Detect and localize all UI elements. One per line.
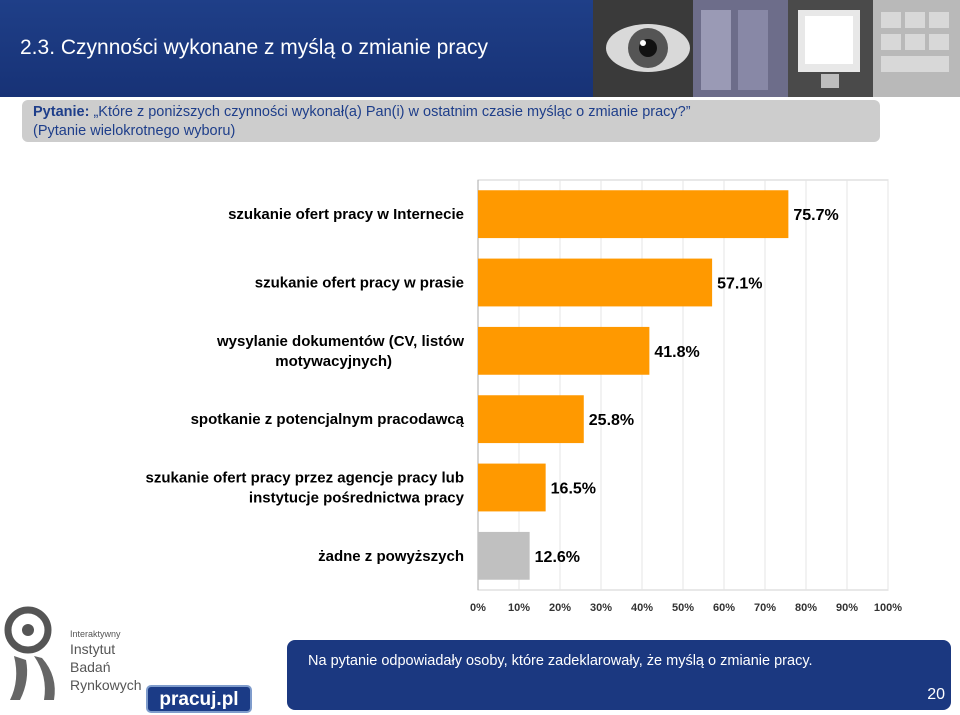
- iib-line-3: Rynkowych: [70, 677, 142, 693]
- bar: [478, 190, 789, 239]
- x-tick-label: 60%: [713, 602, 735, 614]
- iib-wordmark: Interaktywny Instytut Badań Rynkowych: [70, 628, 142, 694]
- x-tick-label: 20%: [549, 602, 571, 614]
- category-label-line: instytucje pośrednictwa pracy: [249, 490, 465, 507]
- category-label-line: wysylanie dokumentów (CV, listów: [216, 333, 464, 350]
- x-tick-label: 30%: [590, 602, 612, 614]
- question-label: Pytanie:: [33, 104, 90, 120]
- x-tick-label: 70%: [754, 602, 776, 614]
- header-bar: 2.3. Czynności wykonane z myślą o zmiani…: [0, 0, 593, 97]
- footer-panel: [287, 640, 951, 710]
- x-tick-label: 0%: [470, 602, 486, 614]
- category-label-line: szukanie ofert pracy przez agencje pracy…: [146, 470, 464, 487]
- page-title: 2.3. Czynności wykonane z myślą o zmiani…: [20, 36, 489, 59]
- category-label-line: motywacyjnych): [275, 353, 392, 370]
- bar: [478, 531, 530, 580]
- x-tick-label: 90%: [836, 602, 858, 614]
- pracuj-label: pracuj.pl: [159, 689, 239, 710]
- iib-small-label: Interaktywny: [70, 629, 121, 639]
- category-label: wysylanie dokumentów (CV, listów motywacy…: [216, 333, 464, 370]
- question-text: „Które z poniższych czynności wykonał(a)…: [93, 104, 691, 120]
- x-tick-label: 40%: [631, 602, 653, 614]
- bar-chart-svg: 0% 10% 20% 30% 40% 50% 60% 70% 80% 90% 100% 75.7% sz…: [146, 179, 902, 614]
- category-label: spotkanie z potencjalnym pracodawcą: [191, 411, 465, 428]
- x-tick-label: 80%: [795, 602, 817, 614]
- bar: [478, 463, 546, 512]
- bar: [478, 326, 650, 375]
- x-tick-label: 100%: [874, 602, 902, 614]
- page-number: 20: [927, 686, 945, 703]
- bar: [478, 395, 584, 444]
- category-label: żadne z powyższych: [318, 548, 464, 565]
- bar-chart: 0% 10% 20% 30% 40% 50% 60% 70% 80% 90% 100% 75.7% sz…: [50, 150, 926, 620]
- x-tick-label: 10%: [508, 602, 530, 614]
- bar-value-label: 57.1%: [717, 276, 762, 293]
- header-photo-collage: [593, 0, 960, 97]
- iib-line-1: Instytut: [70, 641, 116, 657]
- question-note: (Pytanie wielokrotnego wyboru): [33, 123, 236, 139]
- bar-value-label: 75.7%: [793, 207, 838, 224]
- bar-value-label: 25.8%: [589, 412, 634, 429]
- bar-value-label: 12.6%: [535, 549, 580, 566]
- question-block: Pytanie: „Które z poniższych czynności w…: [33, 103, 863, 141]
- category-label: szukanie ofert pracy przez agencje pracy…: [146, 470, 465, 507]
- x-tick-label: 50%: [672, 602, 694, 614]
- iib-logo: [0, 600, 150, 710]
- pracuj-logo: pracuj.pl: [146, 685, 252, 713]
- iib-line-2: Badań: [70, 659, 111, 675]
- question-panel: [22, 100, 880, 142]
- category-label: szukanie ofert pracy w prasie: [255, 275, 464, 292]
- bar: [478, 258, 713, 307]
- footer-note: Na pytanie odpowiadały osoby, które zade…: [308, 653, 813, 669]
- category-label: szukanie ofert pracy w Internecie: [228, 206, 464, 223]
- bar-value-label: 41.8%: [654, 344, 699, 361]
- bar-value-label: 16.5%: [551, 481, 596, 498]
